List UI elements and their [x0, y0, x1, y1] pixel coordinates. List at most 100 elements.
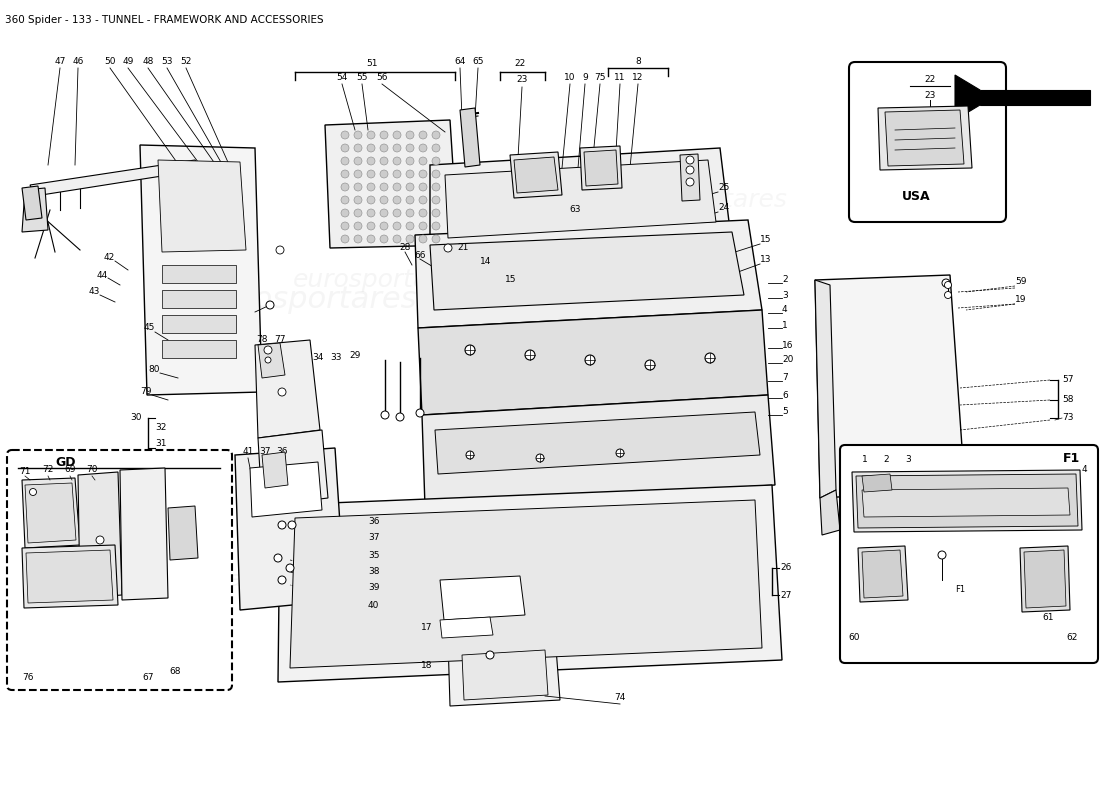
Circle shape: [393, 157, 402, 165]
Text: 69: 69: [64, 466, 76, 474]
Circle shape: [265, 357, 271, 363]
Text: 65: 65: [472, 58, 484, 66]
Text: eurosportares: eurosportares: [473, 506, 686, 534]
Text: 78: 78: [256, 335, 267, 345]
Polygon shape: [446, 160, 716, 238]
Circle shape: [354, 131, 362, 139]
Text: 26: 26: [780, 563, 791, 573]
Circle shape: [367, 222, 375, 230]
Polygon shape: [78, 472, 122, 598]
Polygon shape: [258, 343, 285, 378]
Text: 43: 43: [89, 287, 100, 297]
Circle shape: [341, 196, 349, 204]
Circle shape: [367, 131, 375, 139]
Text: 24: 24: [718, 203, 729, 213]
Circle shape: [379, 183, 388, 191]
Text: eurosportares: eurosportares: [483, 386, 678, 414]
Polygon shape: [22, 478, 80, 548]
Circle shape: [367, 144, 375, 152]
Text: 1: 1: [862, 455, 868, 465]
Polygon shape: [290, 500, 762, 668]
Circle shape: [585, 355, 595, 365]
Polygon shape: [262, 452, 288, 488]
Polygon shape: [1020, 546, 1070, 612]
Polygon shape: [440, 576, 525, 620]
Text: eurosportares: eurosportares: [613, 188, 788, 212]
Text: 60: 60: [848, 634, 860, 642]
Circle shape: [341, 209, 349, 217]
Polygon shape: [434, 412, 760, 474]
Polygon shape: [862, 550, 903, 598]
Text: 1: 1: [782, 321, 788, 330]
Circle shape: [379, 196, 388, 204]
Circle shape: [432, 235, 440, 243]
Circle shape: [406, 196, 414, 204]
Circle shape: [379, 222, 388, 230]
Text: 31: 31: [155, 439, 166, 449]
Text: 3: 3: [905, 455, 911, 465]
Text: 63: 63: [570, 206, 581, 214]
Circle shape: [686, 156, 694, 164]
Text: 67: 67: [142, 674, 154, 682]
Circle shape: [942, 279, 950, 287]
Circle shape: [465, 345, 475, 355]
Text: 4: 4: [1082, 466, 1088, 474]
Text: 3: 3: [782, 290, 788, 299]
Circle shape: [419, 196, 427, 204]
Text: 66: 66: [415, 250, 426, 259]
Text: 44: 44: [97, 270, 108, 279]
Circle shape: [379, 157, 388, 165]
Circle shape: [354, 222, 362, 230]
Circle shape: [367, 170, 375, 178]
Circle shape: [432, 157, 440, 165]
Text: 68: 68: [169, 667, 180, 677]
Text: 36: 36: [368, 518, 379, 526]
Circle shape: [705, 353, 715, 363]
Text: 19: 19: [1015, 295, 1026, 305]
Text: eurosportares: eurosportares: [293, 268, 468, 292]
Circle shape: [341, 183, 349, 191]
Circle shape: [341, 170, 349, 178]
Text: eurosportares: eurosportares: [122, 570, 278, 590]
Circle shape: [381, 411, 389, 419]
Text: 59: 59: [1015, 278, 1026, 286]
Circle shape: [354, 144, 362, 152]
Polygon shape: [858, 546, 907, 602]
Circle shape: [379, 209, 388, 217]
Circle shape: [945, 291, 952, 298]
Text: 80: 80: [148, 366, 159, 374]
Text: 6: 6: [782, 390, 788, 399]
Circle shape: [379, 235, 388, 243]
Text: 9: 9: [582, 74, 587, 82]
Text: 16: 16: [782, 341, 793, 350]
Polygon shape: [168, 506, 198, 560]
Text: 27: 27: [780, 590, 791, 599]
Polygon shape: [440, 617, 493, 638]
Polygon shape: [418, 310, 768, 415]
Circle shape: [396, 413, 404, 421]
Polygon shape: [852, 470, 1082, 532]
Circle shape: [393, 144, 402, 152]
Polygon shape: [25, 483, 76, 543]
Circle shape: [419, 209, 427, 217]
Circle shape: [367, 183, 375, 191]
Text: 360 Spider - 133 - TUNNEL - FRAMEWORK AND ACCESSORIES: 360 Spider - 133 - TUNNEL - FRAMEWORK AN…: [6, 15, 323, 25]
Circle shape: [341, 235, 349, 243]
Circle shape: [525, 350, 535, 360]
Text: 25: 25: [718, 183, 729, 193]
Text: 76: 76: [22, 674, 34, 682]
Circle shape: [341, 131, 349, 139]
Polygon shape: [886, 110, 964, 166]
Polygon shape: [856, 474, 1078, 528]
Bar: [162, 265, 236, 283]
Circle shape: [416, 409, 424, 417]
Text: 51: 51: [366, 59, 377, 69]
Text: 34: 34: [312, 354, 323, 362]
Text: 4: 4: [782, 306, 788, 314]
Circle shape: [406, 157, 414, 165]
Text: 14: 14: [480, 258, 492, 266]
Text: 61: 61: [1043, 614, 1054, 622]
Polygon shape: [30, 160, 200, 196]
Text: 23: 23: [924, 90, 936, 99]
Text: 33: 33: [330, 354, 342, 362]
